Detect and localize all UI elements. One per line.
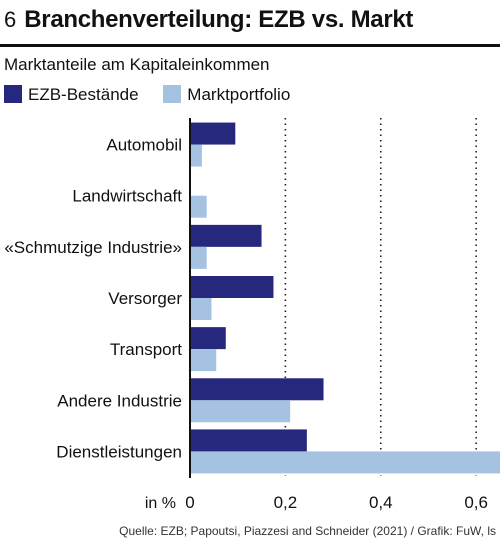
x-tick-label: 0,2 bbox=[274, 493, 298, 512]
category-label: Automobil bbox=[106, 136, 182, 155]
chart-header: 6 Branchenverteilung: EZB vs. Markt bbox=[4, 6, 413, 40]
bar-ezb bbox=[190, 429, 307, 452]
bar-ezb bbox=[190, 378, 324, 401]
legend: EZB-Bestände Marktportfolio bbox=[4, 85, 310, 107]
legend-item-markt: Marktportfolio bbox=[163, 85, 290, 105]
legend-swatch-ezb bbox=[4, 85, 22, 103]
bar-markt bbox=[190, 246, 207, 269]
x-tick-label: 0 bbox=[185, 493, 194, 512]
category-label: Transport bbox=[110, 340, 182, 359]
legend-item-ezb: EZB-Bestände bbox=[4, 85, 139, 105]
chart-title: Branchenverteilung: EZB vs. Markt bbox=[24, 6, 414, 33]
x-tick-label: 0,4 bbox=[369, 493, 393, 512]
bar-ezb bbox=[190, 276, 274, 298]
chart-subtitle: Marktanteile am Kapitaleinkommen bbox=[4, 55, 270, 74]
legend-label-markt: Marktportfolio bbox=[187, 85, 291, 104]
bar-markt bbox=[190, 400, 291, 423]
bar-ezb bbox=[190, 327, 226, 350]
title-rule bbox=[0, 44, 500, 47]
legend-label-ezb: EZB-Bestände bbox=[28, 85, 139, 104]
legend-swatch-markt bbox=[163, 85, 182, 103]
category-label: «Schmutzige Industrie» bbox=[4, 238, 182, 257]
bar-ezb bbox=[190, 122, 236, 145]
category-label: Landwirtschaft bbox=[72, 187, 182, 206]
chart-number: 6 bbox=[4, 7, 17, 32]
category-label: Dienstleistungen bbox=[56, 442, 182, 461]
bar-markt bbox=[190, 349, 217, 372]
x-axis-unit-label: in % bbox=[145, 495, 176, 512]
bar-markt bbox=[190, 298, 212, 320]
bar-markt bbox=[190, 451, 500, 474]
bar-ezb bbox=[190, 224, 262, 247]
bar-markt bbox=[190, 144, 202, 167]
category-label: Andere Industrie bbox=[57, 391, 182, 410]
bar-markt bbox=[190, 195, 207, 218]
x-tick-label: 0,6 bbox=[464, 493, 488, 512]
source-note: Quelle: EZB; Papoutsi, Piazzesi and Schn… bbox=[119, 524, 496, 538]
category-label: Versorger bbox=[108, 289, 182, 308]
